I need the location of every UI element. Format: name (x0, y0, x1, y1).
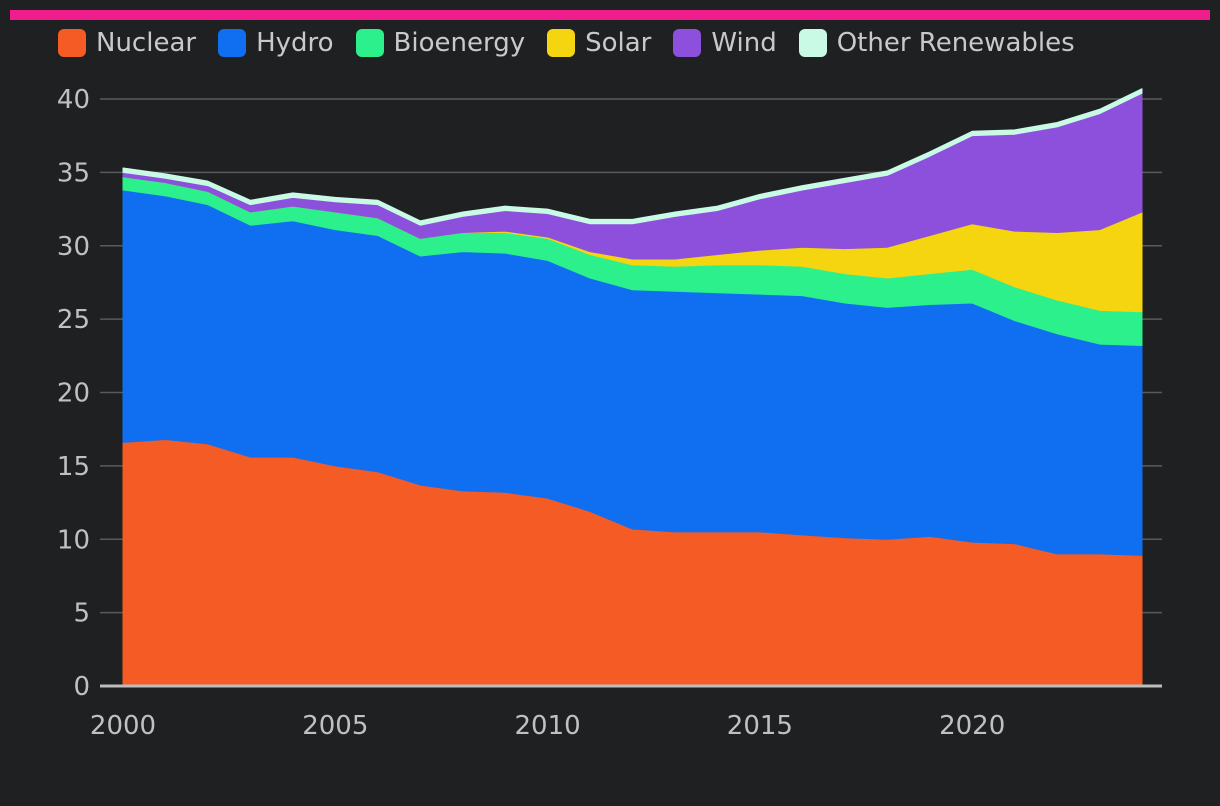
legend-swatch-wind (673, 29, 702, 57)
axes: 0 5 10 15 20 25 30 35 40 2000 2005 2010 2015 2020 (57, 85, 1162, 741)
y-tick-label-5: 5 (73, 599, 90, 629)
x-tick-label-2005: 2005 (302, 711, 368, 741)
x-tick-label-2010: 2010 (514, 711, 580, 741)
legend-item-solar[interactable]: Solar (547, 28, 651, 58)
area-series (122, 88, 1143, 687)
accent-bar (10, 10, 1210, 20)
x-tick-label-2020: 2020 (939, 711, 1005, 741)
legend-item-nuclear[interactable]: Nuclear (58, 28, 196, 58)
y-tick-label-35: 35 (57, 158, 90, 188)
y-tick-label-30: 30 (57, 232, 90, 262)
y-tick-label-25: 25 (57, 305, 90, 335)
y-tick-label-15: 15 (57, 452, 90, 482)
y-tick-label-20: 20 (57, 379, 90, 409)
legend-item-bioenergy[interactable]: Bioenergy (355, 28, 526, 58)
legend-swatch-bioenergy (355, 29, 384, 57)
x-tick-label-2000: 2000 (90, 711, 156, 741)
legend-swatch-hydro (218, 29, 247, 57)
legend-label-solar: Solar (585, 28, 652, 58)
legend-label-bioenergy: Bioenergy (393, 28, 526, 58)
y-tick-label-0: 0 (73, 672, 90, 702)
legend-swatch-solar (547, 29, 576, 57)
legend-swatch-nuclear (58, 29, 86, 57)
legend-label-hydro: Hydro (256, 28, 334, 58)
legend-label-wind: Wind (711, 28, 777, 58)
legend-item-wind[interactable]: Wind (673, 28, 777, 58)
legend-item-other-renewables[interactable]: Other Renewables (798, 28, 1075, 58)
area-other-renewables[interactable] (122, 88, 1143, 226)
y-tick-label-10: 10 (57, 525, 90, 555)
x-tick-label-2015: 2015 (727, 711, 793, 741)
legend-swatch-other-renewables (798, 29, 827, 57)
legend: Nuclear Hydro Bioenergy Solar Wind Other… (58, 26, 1075, 60)
legend-label-nuclear: Nuclear (96, 28, 197, 58)
legend-label-other-renewables: Other Renewables (836, 28, 1075, 58)
y-tick-label-40: 40 (57, 85, 90, 115)
legend-item-hydro[interactable]: Hydro (218, 28, 334, 58)
